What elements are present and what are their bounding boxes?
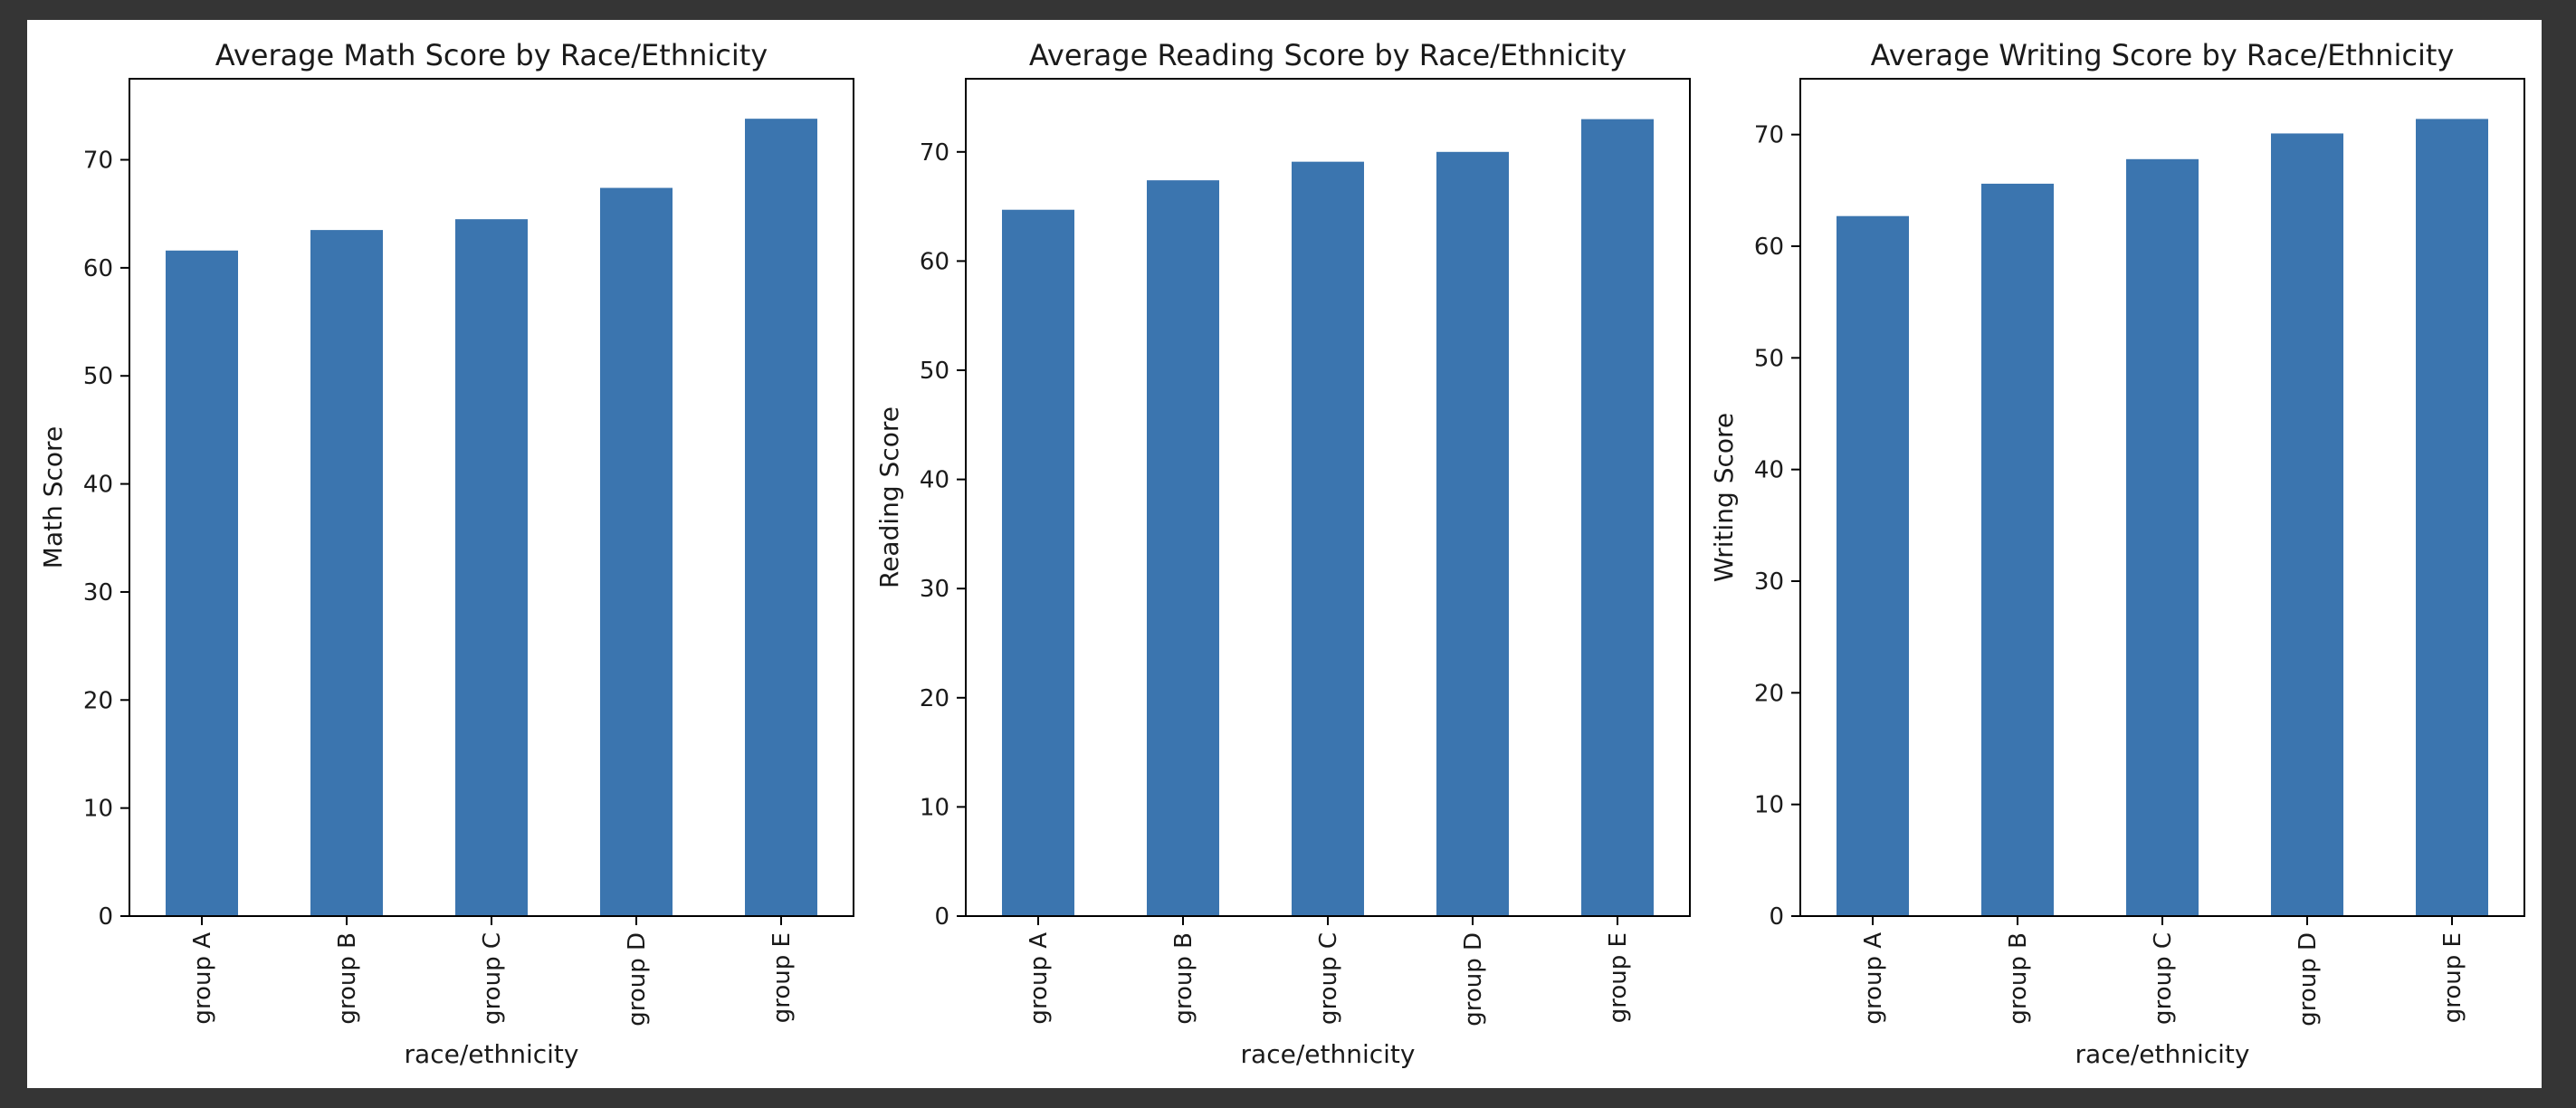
y-tick-label: 40 xyxy=(1754,457,1784,484)
y-tick-label: 70 xyxy=(1754,122,1784,149)
bar-group-d xyxy=(2271,133,2343,916)
y-tick-label: 70 xyxy=(920,139,949,167)
chart-title: Average Writing Score by Race/Ethnicity xyxy=(1871,38,2455,72)
bar-group-e xyxy=(1581,119,1654,917)
chart-title: Average Math Score by Race/Ethnicity xyxy=(215,38,768,72)
y-tick-label: 30 xyxy=(1754,568,1784,596)
y-tick-label: 70 xyxy=(83,148,113,175)
bar-group-b xyxy=(1147,180,1219,916)
x-tick-label: group D xyxy=(2295,932,2322,1027)
y-tick-label: 10 xyxy=(1754,792,1784,819)
y-tick-label: 20 xyxy=(83,687,113,714)
x-tick-label: group E xyxy=(2439,932,2466,1023)
y-tick-label: 30 xyxy=(920,576,949,603)
y-tick-label: 60 xyxy=(920,248,949,275)
x-tick-label: group B xyxy=(2005,932,2032,1025)
y-tick-label: 0 xyxy=(1769,903,1784,931)
x-tick-label: group C xyxy=(2150,932,2177,1025)
y-tick-label: 0 xyxy=(934,903,949,931)
bar-group-d xyxy=(1436,151,1509,916)
x-axis-label: race/ethnicity xyxy=(2075,1039,2250,1069)
x-tick-label: group A xyxy=(1026,932,1053,1025)
x-axis-label: race/ethnicity xyxy=(405,1039,579,1069)
y-axis-label: Writing Score xyxy=(1709,413,1739,582)
y-tick-label: 50 xyxy=(1754,345,1784,372)
bar-group-e xyxy=(2416,119,2488,916)
y-axis-label: Math Score xyxy=(38,426,68,568)
x-tick-label: group E xyxy=(768,932,796,1023)
y-tick-label: 10 xyxy=(83,796,113,823)
y-tick-label: 40 xyxy=(83,472,113,499)
chart-panel-1: Average Math Score by Race/Ethnicity 0 10 2… xyxy=(38,38,854,1069)
y-tick-label: 10 xyxy=(920,794,949,821)
x-tick-label: group B xyxy=(1170,932,1197,1025)
x-tick-label: group D xyxy=(1460,932,1487,1027)
x-tick-label: group A xyxy=(189,932,216,1025)
bar-group-a xyxy=(166,250,238,917)
figure: Average Math Score by Race/Ethnicity 0 10 2… xyxy=(27,20,2542,1088)
y-tick-label: 20 xyxy=(1754,680,1784,707)
bar-group-c xyxy=(2126,158,2199,917)
bar-group-a xyxy=(1002,209,1074,917)
x-tick-label: group C xyxy=(479,932,506,1025)
x-axis-label: race/ethnicity xyxy=(1241,1039,1416,1069)
x-tick-label: group E xyxy=(1605,932,1632,1023)
y-tick-label: 20 xyxy=(920,685,949,712)
y-tick-label: 50 xyxy=(83,363,113,390)
y-tick-label: 50 xyxy=(920,358,949,385)
y-axis-label: Reading Score xyxy=(874,406,904,588)
chart-panel-3: Average Writing Score by Race/Ethnicity 0… xyxy=(1709,38,2525,1069)
bar-group-a xyxy=(1837,215,1909,916)
y-tick-label: 30 xyxy=(83,579,113,607)
y-tick-label: 40 xyxy=(920,467,949,494)
bar-group-e xyxy=(745,119,817,917)
figure-canvas: Average Math Score by Race/Ethnicity 0 10 2… xyxy=(38,38,2525,1069)
x-tick-label: group D xyxy=(624,932,651,1027)
y-tick-label: 60 xyxy=(1754,234,1784,261)
chart-panel-2: Average Reading Score by Race/Ethnicity 0… xyxy=(874,38,1691,1069)
y-tick-label: 0 xyxy=(98,903,113,931)
bar-group-c xyxy=(455,219,528,917)
bar-group-c xyxy=(1292,161,1364,916)
bar-group-b xyxy=(1981,183,2054,916)
chart-title: Average Reading Score by Race/Ethnicity xyxy=(1029,38,1627,72)
y-tick-label: 60 xyxy=(83,255,113,282)
bar-group-b xyxy=(310,230,383,916)
x-tick-label: group C xyxy=(1315,932,1342,1025)
x-tick-label: group B xyxy=(334,932,361,1025)
x-tick-label: group A xyxy=(1860,932,1887,1025)
bar-group-d xyxy=(600,187,673,916)
